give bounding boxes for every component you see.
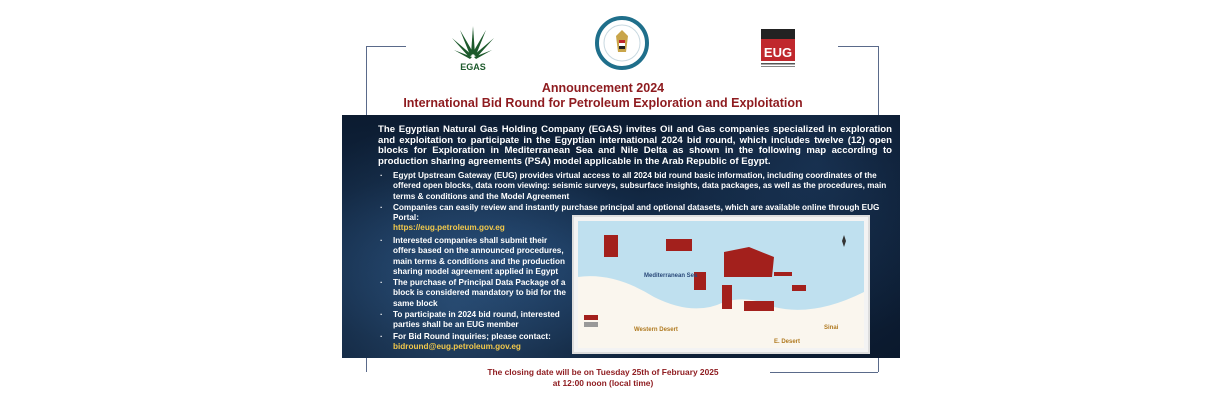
bullets-narrow: Interested companies shall submit their … [378,236,566,353]
frame-bottom-right [770,372,878,373]
egas-logo: EGAS [450,24,496,72]
blocks-map: Mediterranean Sea Western Desert Sinai E… [572,215,870,354]
bullet-item: The purchase of Principal Data Package o… [378,278,566,309]
content-panel: The Egyptian Natural Gas Holding Company… [342,115,900,358]
exploration-blocks [604,235,806,311]
bullet-item: Companies can easily review and instantl… [378,203,892,234]
intro-paragraph: The Egyptian Natural Gas Holding Company… [378,124,892,167]
frame-top-right [838,46,878,47]
frame-top-left [366,46,406,47]
eug-portal-link[interactable]: https://eug.petroleum.gov.eg [393,223,505,233]
svg-text:Sinai: Sinai [824,325,839,331]
svg-text:EUG: EUG [764,45,792,60]
bullet-item: For Bid Round inquiries; please contact:… [378,332,566,353]
bidround-email-link[interactable]: bidround@eug.petroleum.gov.eg [393,341,521,351]
eug-logo: EUG [758,27,800,69]
announcement-title: Announcement 2024 [541,81,665,95]
svg-text:E. Desert: E. Desert [774,339,800,345]
svg-text:Mediterranean Sea: Mediterranean Sea [644,273,698,279]
closing-date: The closing date will be on Tuesday 25th… [487,367,719,388]
bullet-item: Interested companies shall submit their … [378,236,566,277]
bullet-item: Egypt Upstream Gateway (EUG) provides vi… [378,171,892,202]
bullet-item: To participate in 2024 bid round, intere… [378,310,566,331]
north-arrow-icon [842,235,846,247]
announcement-subtitle: International Bid Round for Petroleum Ex… [403,96,803,110]
svg-text:EGAS: EGAS [460,62,486,72]
ministry-seal [595,16,649,70]
svg-text:Western Desert: Western Desert [634,327,678,333]
bullets-full: Egypt Upstream Gateway (EUG) provides vi… [378,171,892,235]
